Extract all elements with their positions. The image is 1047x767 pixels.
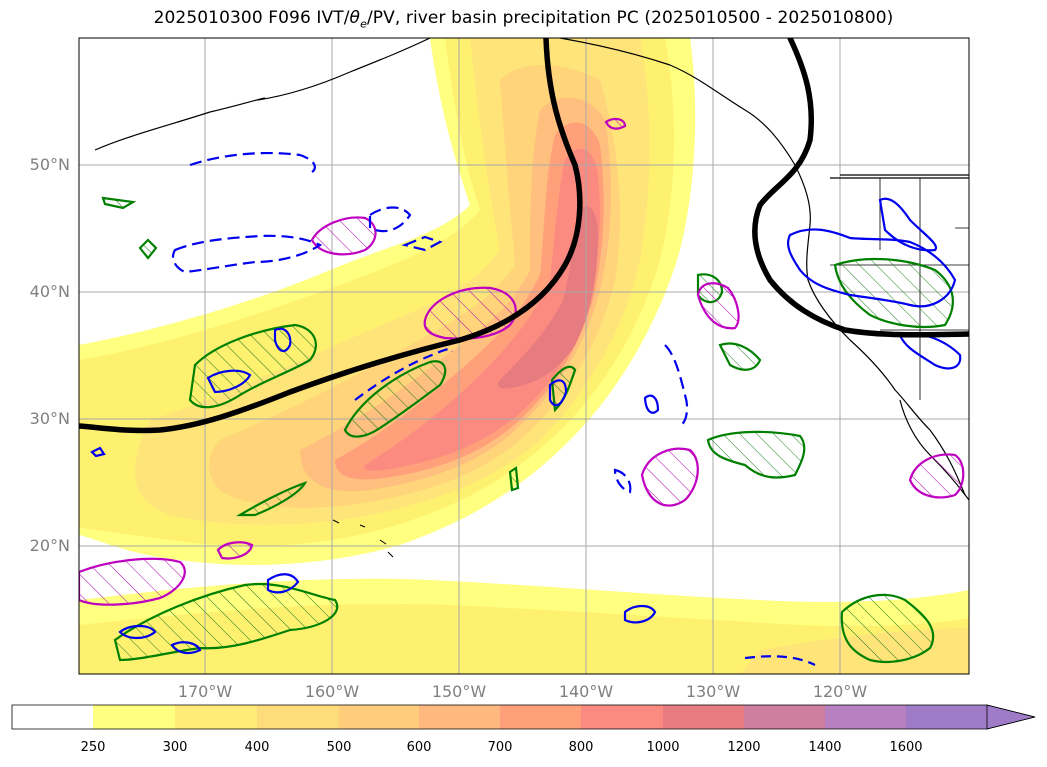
blue-dashed-contour [354, 348, 454, 401]
magenta-contour [640, 447, 699, 507]
colorbar-bin [906, 705, 987, 729]
colorbar-tick-label: 600 [406, 740, 432, 755]
lat-label: 20°N [29, 536, 70, 555]
us-west-coast [807, 279, 966, 496]
green-contour [706, 430, 806, 479]
green-contour [236, 481, 308, 517]
black-front-contour [79, 38, 583, 434]
blue-solid-contour [118, 624, 157, 640]
colorbar-outline [11, 704, 1036, 730]
blue-solid-contour [90, 446, 106, 458]
lat-label: 30°N [29, 409, 70, 428]
colorbar-tick-label: 400 [244, 740, 270, 755]
green-contour [508, 466, 520, 492]
colorbar-extend-arrow [986, 704, 1036, 730]
blue-dashed-contour [401, 235, 443, 252]
colorbar-tick-label: 250 [80, 740, 106, 755]
aleutian-coast [94, 97, 266, 151]
blue-solid-contour [643, 394, 660, 414]
colorbar [11, 704, 1036, 730]
green-contour [833, 257, 954, 329]
colorbar-tick-label: 1200 [727, 740, 761, 755]
lat-lon-grid [79, 38, 969, 674]
magenta-contour [310, 216, 377, 256]
green-contour [188, 323, 317, 409]
blue-dashed-contour [189, 151, 316, 173]
alaska-coast [257, 38, 431, 101]
colorbar-tick-label: 1000 [646, 740, 680, 755]
magenta-contour [604, 117, 627, 130]
lon-label: 170°W [177, 682, 233, 701]
colorbar-tick-label: 700 [487, 740, 513, 755]
blue-dashed-contour [744, 655, 816, 666]
blue-solid-contour [786, 228, 957, 308]
blue-solid-contour [878, 197, 938, 252]
green-contour [138, 238, 158, 260]
figure-title: 2025010300 F096 IVT/θe/PV, river basin p… [153, 8, 894, 31]
colorbar-tick-label: 800 [568, 740, 594, 755]
lon-label: 140°W [558, 682, 614, 701]
colorbar-tick-label: 1600 [889, 740, 923, 755]
green-contour [718, 342, 762, 371]
bc-coast [794, 164, 811, 281]
blue-solid-contour [623, 604, 657, 624]
colorbar-tick-label: 500 [326, 740, 352, 755]
colorbar-bin [500, 705, 581, 729]
lon-label: 160°W [304, 682, 360, 701]
theta-e-contours [101, 196, 954, 663]
colorbar-bin [175, 705, 257, 729]
colorbar-bin [744, 705, 825, 729]
blue-dashed-contour [664, 344, 689, 427]
theta-contours [90, 151, 962, 666]
frontal-boundaries [79, 38, 969, 434]
magenta-contour [216, 541, 254, 560]
blue-solid-contour [266, 573, 300, 594]
colorbar-under-bin [12, 705, 93, 729]
black-front-contour [752, 38, 969, 338]
green-contour [113, 582, 339, 662]
map-frame [78, 37, 970, 675]
blue-solid-contour [548, 379, 568, 407]
colorbar-tick-label: 300 [162, 740, 188, 755]
magenta-contour [908, 453, 965, 499]
colorbar-bin [257, 705, 339, 729]
colorbar-bin [93, 705, 175, 729]
blue-solid-contour [206, 369, 252, 394]
blue-dashed-contour [368, 206, 412, 233]
ivt-band-800 [364, 148, 600, 471]
hawaii-islands [332, 519, 394, 558]
lon-label: 150°W [431, 682, 487, 701]
blue-solid-contour [170, 641, 202, 655]
blue-solid-contour [273, 327, 292, 353]
colorbar-tick-label: 1400 [808, 740, 842, 755]
lat-label: 50°N [29, 155, 70, 174]
blue-dashed-contour [613, 468, 632, 494]
lat-label: 40°N [29, 282, 70, 301]
lon-label: 120°W [812, 682, 868, 701]
colorbar-bin [419, 705, 500, 729]
colorbar-bin [825, 705, 906, 729]
magenta-contour [696, 282, 740, 330]
pv-contours [79, 117, 965, 606]
green-contour [840, 593, 935, 663]
colorbar-bin [581, 705, 663, 729]
green-contour [343, 360, 447, 438]
magenta-contour [79, 557, 186, 606]
green-contour [101, 196, 137, 210]
colorbar-bin [663, 705, 744, 729]
lon-label: 130°W [685, 682, 741, 701]
colorbar-bin [339, 705, 419, 729]
gulf-alaska-coast [559, 38, 796, 166]
